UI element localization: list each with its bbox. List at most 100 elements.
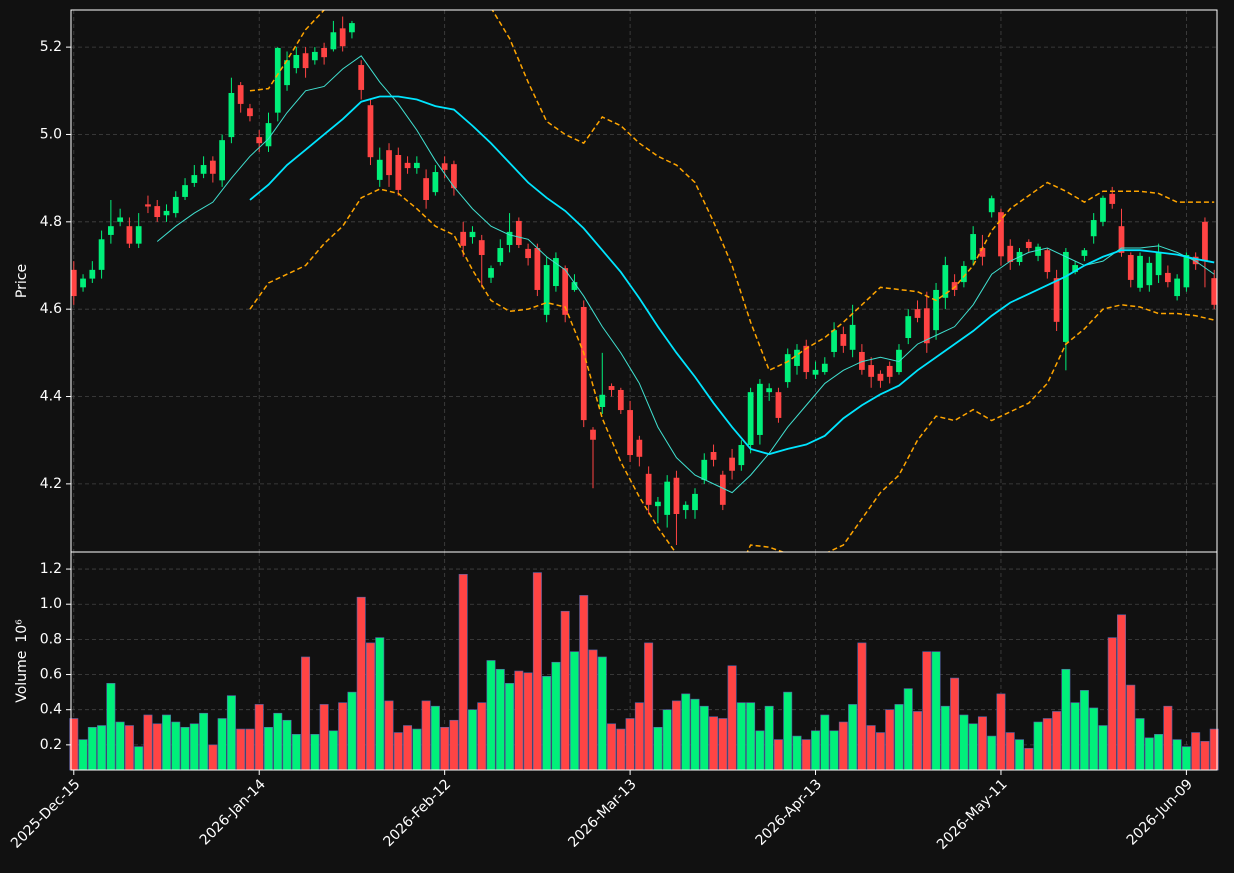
- candle-body: [321, 47, 327, 58]
- candle-body: [534, 248, 541, 290]
- price-axis-label: Price: [14, 264, 30, 298]
- y-tick-label: 4.4: [40, 389, 62, 405]
- volume-bar: [180, 726, 190, 771]
- candle-body: [701, 459, 708, 480]
- volume-bar: [959, 714, 969, 771]
- volume-label: Volume: [14, 651, 30, 703]
- candle-body: [831, 330, 837, 352]
- volume-bar: [245, 728, 255, 771]
- candle-body: [951, 282, 958, 290]
- volume-bar: [625, 718, 635, 771]
- volume-bar: [1200, 741, 1210, 771]
- candle-body: [1192, 256, 1199, 265]
- candle-body: [395, 154, 402, 190]
- volume-bar: [681, 693, 691, 771]
- volume-bar: [551, 661, 561, 771]
- volume-bar: [143, 714, 153, 771]
- volume-bar: [755, 730, 765, 771]
- volume-bar: [1163, 705, 1173, 771]
- candle-body: [868, 365, 875, 377]
- candle-body: [710, 451, 717, 460]
- candle-body: [655, 501, 661, 507]
- volume-bar: [875, 732, 885, 771]
- grid: [71, 10, 1217, 770]
- volume-bar: [996, 693, 1006, 771]
- candle-body: [302, 53, 309, 69]
- volume-bar: [134, 746, 144, 771]
- volume-bar: [607, 723, 617, 771]
- candle-body: [580, 306, 587, 421]
- volume-bar: [467, 709, 477, 771]
- candle-body: [599, 394, 606, 408]
- candle-body: [1090, 220, 1097, 237]
- candle-body: [970, 234, 977, 260]
- candle-body: [821, 363, 828, 373]
- candle-body: [126, 226, 133, 244]
- volume-bar: [310, 734, 320, 771]
- volume-bar: [505, 683, 515, 771]
- volume-bar: [1154, 734, 1164, 771]
- candle-body: [1035, 246, 1041, 256]
- volume-bar: [97, 725, 107, 771]
- volume-bar: [1070, 702, 1080, 771]
- candle-body: [145, 204, 151, 207]
- volume-bar: [913, 711, 922, 771]
- volume-bar: [653, 726, 663, 771]
- candle-body: [182, 185, 188, 197]
- y-tick-label: 5.0: [40, 126, 62, 142]
- volume-bar: [152, 723, 162, 771]
- candle-body: [998, 212, 1004, 257]
- volume-bar: [727, 665, 737, 771]
- candle-body: [543, 265, 550, 315]
- overlay-line: [249, 188, 1215, 552]
- volume-bar: [588, 649, 598, 771]
- volume-bar: [1079, 690, 1089, 771]
- candle-body: [89, 269, 96, 279]
- volume-bar: [254, 704, 264, 771]
- overlay-line: [156, 55, 1215, 494]
- candle-body: [859, 351, 865, 370]
- price-panel: [71, 10, 1217, 552]
- candle-body: [1081, 250, 1088, 256]
- candle-body: [80, 278, 86, 288]
- volume-bar: [366, 642, 375, 771]
- volume-bar: [356, 596, 366, 771]
- volume-bar: [718, 718, 728, 771]
- volume-bar: [542, 675, 552, 771]
- volume-bar: [885, 709, 895, 771]
- overlay-line: [249, 10, 1215, 372]
- volume-bar: [848, 704, 858, 771]
- volume-bar: [1126, 684, 1136, 771]
- candle-body: [219, 140, 226, 181]
- candle-body: [608, 386, 615, 390]
- candle-body: [1044, 250, 1051, 273]
- candle-body: [942, 265, 949, 298]
- volume-bar: [968, 723, 978, 771]
- volume-bar: [78, 739, 88, 771]
- volume-frame: [70, 551, 1218, 771]
- candle-body: [172, 196, 179, 214]
- volume-bar: [1135, 718, 1145, 771]
- volume-bar: [523, 672, 533, 771]
- candle-body: [692, 493, 698, 511]
- volume-bar: [746, 702, 756, 771]
- volume-bar: [1061, 668, 1071, 771]
- candle-body: [1062, 251, 1069, 342]
- candle-body: [330, 32, 337, 50]
- candle-body: [200, 165, 207, 174]
- y-tick-label: 0.6: [40, 667, 62, 683]
- volume-bar: [1005, 732, 1015, 771]
- y-tick-label: 5.2: [40, 39, 62, 55]
- candle-body: [1137, 255, 1143, 288]
- y-tick-label: 1.0: [40, 596, 62, 612]
- candle-body: [209, 160, 216, 174]
- volume-bar: [495, 668, 505, 771]
- volume-bar: [514, 670, 524, 771]
- candle-body: [1025, 241, 1032, 249]
- volume-scale: 10⁶: [14, 619, 30, 643]
- candle-body: [673, 477, 680, 515]
- volume-bar: [421, 700, 431, 771]
- volume-bar: [736, 702, 746, 771]
- volume-bar: [1052, 711, 1062, 771]
- candle-body: [135, 226, 142, 244]
